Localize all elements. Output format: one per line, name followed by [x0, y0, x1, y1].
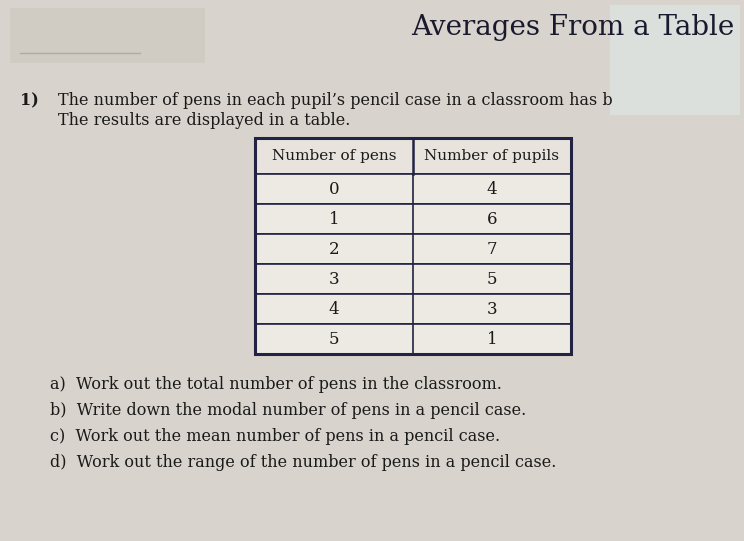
Bar [255, 264, 571, 294]
Text: 1: 1 [487, 331, 497, 347]
Text: c)  Work out the mean number of pens in a pencil case.: c) Work out the mean number of pens in a… [50, 428, 500, 445]
Text: 1): 1) [20, 92, 39, 109]
Text: 2: 2 [329, 241, 339, 258]
Text: 0: 0 [329, 181, 339, 197]
Text: 5: 5 [487, 270, 497, 287]
Text: 6: 6 [487, 210, 497, 228]
Text: Averages From a Table: Averages From a Table [411, 14, 734, 41]
Bar [255, 234, 571, 264]
Text: 4: 4 [487, 181, 497, 197]
Text: d)  Work out the range of the number of pens in a pencil case.: d) Work out the range of the number of p… [50, 454, 557, 471]
Bar [610, 5, 740, 115]
Text: The number of pens in each pupil’s pencil case in a classroom has b: The number of pens in each pupil’s penci… [58, 92, 612, 109]
Text: 3: 3 [487, 300, 497, 318]
Bar [255, 204, 571, 234]
Text: Number of pens: Number of pens [272, 149, 397, 163]
Text: 5: 5 [329, 331, 339, 347]
Text: The results are displayed in a table.: The results are displayed in a table. [58, 112, 350, 129]
Bar [255, 174, 571, 204]
Text: 4: 4 [329, 300, 339, 318]
Text: Number of pupils: Number of pupils [425, 149, 559, 163]
Bar [255, 294, 571, 324]
Bar [255, 138, 571, 354]
Text: 7: 7 [487, 241, 497, 258]
Text: 3: 3 [329, 270, 339, 287]
Text: b)  Write down the modal number of pens in a pencil case.: b) Write down the modal number of pens i… [50, 402, 526, 419]
Bar [10, 8, 205, 63]
Text: a)  Work out the total number of pens in the classroom.: a) Work out the total number of pens in … [50, 376, 502, 393]
Text: 1: 1 [329, 210, 339, 228]
Bar [255, 324, 571, 354]
Bar [255, 138, 571, 174]
